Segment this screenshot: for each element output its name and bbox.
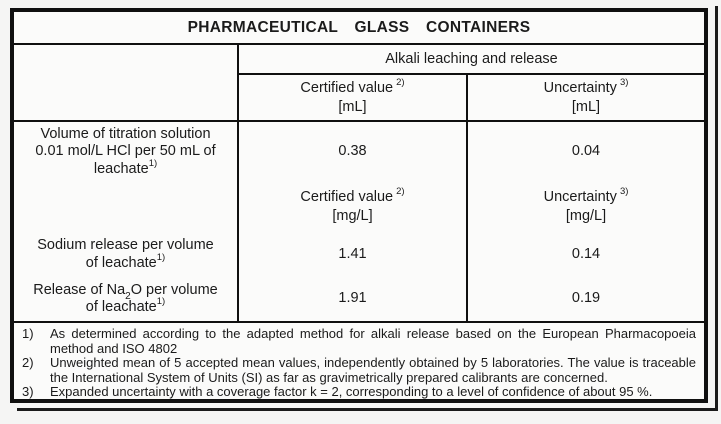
footnote-ref-3: 3) bbox=[619, 76, 629, 88]
footnote-ref-1: 1) bbox=[156, 251, 166, 263]
uncertainty-mgl-unit: [mg/L] bbox=[565, 208, 607, 224]
table-header-region: Alkali leaching and release Certified va… bbox=[14, 45, 704, 122]
footnote-3-text: Expanded uncertainty with a coverage fac… bbox=[50, 384, 653, 399]
footnote-ref-1: 1) bbox=[148, 157, 158, 169]
titration-label-line1: Volume of titration solution bbox=[40, 125, 211, 142]
certified-value-ml-header: Certified value 2) [mL] bbox=[239, 75, 468, 120]
group-header-cell: Alkali leaching and release bbox=[239, 45, 704, 75]
certified-value-ml-label: Certified value 2) bbox=[300, 76, 405, 96]
row-label-sodium: Sodium release per volume of leachate1) bbox=[14, 232, 237, 277]
footnote-1-text: As determined according to the adapted m… bbox=[50, 326, 696, 356]
na2o-uncertainty-value: 0.19 bbox=[571, 290, 601, 307]
sodium-label-line2: of leachate1) bbox=[85, 251, 166, 271]
certified-value-mgl-label: Certified value 2) bbox=[300, 186, 405, 205]
footnotes-section: 1) As determined according to the adapte… bbox=[14, 323, 704, 400]
certified-value-column: 0.38 Certified value 2) [mg/L] 1.41 1.91 bbox=[239, 122, 468, 321]
sodium-uncertainty-cell: 0.14 bbox=[468, 232, 704, 277]
titration-uncertainty-value: 0.04 bbox=[571, 143, 601, 160]
certified-value-mgl-unit: [mg/L] bbox=[332, 208, 373, 224]
na2o-certified-cell: 1.91 bbox=[239, 277, 466, 321]
row-label-titration: Volume of titration solution 0.01 mol/L … bbox=[14, 122, 237, 182]
row-label-spacer bbox=[14, 182, 237, 232]
titration-label-line2: 0.01 mol/L HCl per 50 mL of bbox=[35, 143, 216, 160]
na2o-certified-value: 1.91 bbox=[338, 290, 367, 307]
titration-certified-cell: 0.38 bbox=[239, 122, 466, 182]
uncertainty-ml-label: Uncertainty 3) bbox=[543, 76, 629, 96]
footnote-1-number: 1) bbox=[22, 326, 34, 341]
footnote-3: 3) Expanded uncertainty with a coverage … bbox=[22, 384, 696, 400]
footnote-2-number: 2) bbox=[22, 355, 34, 370]
header-right-region: Alkali leaching and release Certified va… bbox=[239, 45, 704, 120]
certified-value-ml-unit: [mL] bbox=[338, 98, 367, 115]
na2o-label-line2: of leachate1) bbox=[85, 296, 166, 315]
uncertainty-mgl-label: Uncertainty 3) bbox=[543, 186, 629, 205]
subscript-2: 2 bbox=[125, 291, 131, 303]
table-title-row: PHARMACEUTICAL GLASS CONTAINERS bbox=[14, 12, 704, 45]
footnote-3-number: 3) bbox=[22, 384, 34, 399]
uncertainty-column: 0.04 Uncertainty 3) [mg/L] 0.14 0.19 bbox=[468, 122, 704, 321]
uncertainty-ml-unit: [mL] bbox=[571, 98, 601, 115]
footnote-2: 2) Unweighted mean of 5 accepted mean va… bbox=[22, 355, 696, 385]
na2o-label-line1: Release of Na2O per volume bbox=[33, 281, 218, 303]
table-drop-shadow-bottom bbox=[17, 408, 718, 411]
group-header-label: Alkali leaching and release bbox=[385, 51, 558, 67]
titration-certified-value: 0.38 bbox=[338, 143, 367, 160]
footnote-ref-1: 1) bbox=[156, 296, 166, 308]
empty-header-cell bbox=[14, 45, 239, 120]
certificate-table: PHARMACEUTICAL GLASS CONTAINERS Alkali l… bbox=[10, 8, 708, 403]
footnote-1: 1) As determined according to the adapte… bbox=[22, 326, 696, 356]
uncertainty-mgl-header: Uncertainty 3) [mg/L] bbox=[468, 182, 704, 232]
sodium-uncertainty-value: 0.14 bbox=[571, 245, 601, 262]
sodium-certified-cell: 1.41 bbox=[239, 232, 466, 277]
na2o-uncertainty-cell: 0.19 bbox=[468, 277, 704, 321]
footnote-ref-2: 2) bbox=[396, 186, 405, 198]
uncertainty-ml-header: Uncertainty 3) [mL] bbox=[468, 75, 704, 120]
table-drop-shadow-right bbox=[715, 6, 718, 411]
titration-label-line3: leachate1) bbox=[93, 157, 158, 177]
subheader-row-ml: Certified value 2) [mL] Uncertainty 3) [mL… bbox=[239, 75, 704, 120]
footnote-2-text: Unweighted mean of 5 accepted mean value… bbox=[50, 355, 696, 385]
sodium-certified-value: 1.41 bbox=[338, 245, 367, 262]
row-label-column: Volume of titration solution 0.01 mol/L … bbox=[14, 122, 239, 321]
page-title: PHARMACEUTICAL GLASS CONTAINERS bbox=[187, 18, 531, 36]
row-label-na2o: Release of Na2O per volume of leachate1) bbox=[14, 277, 237, 321]
footnote-ref-3: 3) bbox=[619, 186, 629, 198]
table-body: Volume of titration solution 0.01 mol/L … bbox=[14, 122, 704, 323]
titration-uncertainty-cell: 0.04 bbox=[468, 122, 704, 182]
footnote-ref-2: 2) bbox=[396, 76, 405, 88]
certified-value-mgl-header: Certified value 2) [mg/L] bbox=[239, 182, 466, 232]
sodium-label-line1: Sodium release per volume bbox=[37, 237, 214, 253]
